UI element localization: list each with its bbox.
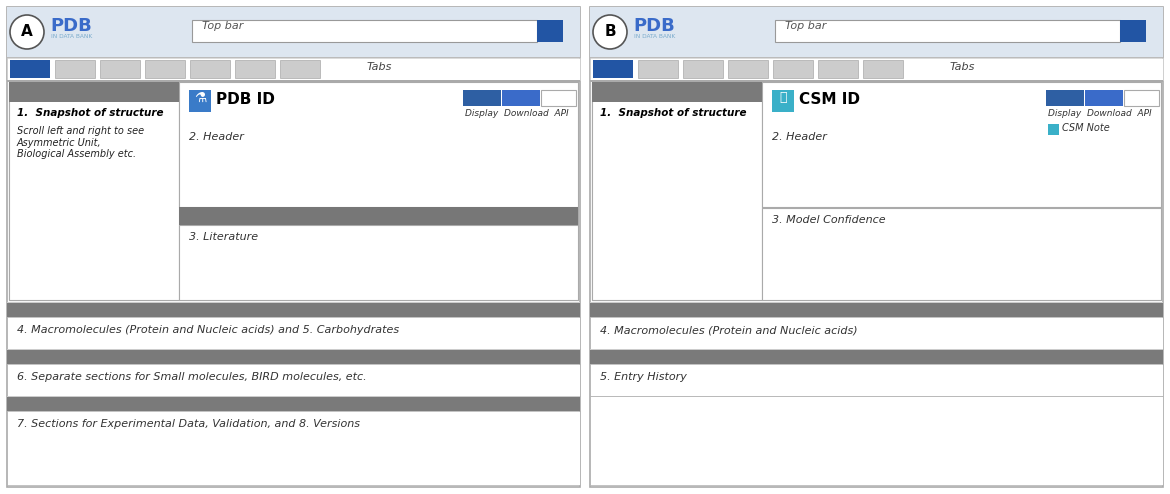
Text: 4. Macromolecules (Protein and Nucleic acids): 4. Macromolecules (Protein and Nucleic a… [600,325,858,335]
Bar [7,58,580,81]
Bar [9,82,179,102]
Bar [7,411,580,485]
Bar [7,349,580,350]
Text: 3. Model Confidence: 3. Model Confidence [772,215,886,225]
Bar [1120,20,1145,42]
Bar [775,20,1120,42]
Text: IN DATA BANK: IN DATA BANK [51,34,92,39]
Bar [590,303,1163,317]
Text: PDB ID: PDB ID [216,92,275,107]
Bar [541,90,576,106]
Bar [590,364,1163,396]
Bar [7,350,580,364]
Text: 7. Sections for Experimental Data, Validation, and 8. Versions: 7. Sections for Experimental Data, Valid… [18,419,360,429]
Text: 2. Header: 2. Header [772,132,827,142]
Bar [9,82,578,300]
Bar [7,317,580,349]
Bar [537,20,563,42]
Bar [863,60,903,79]
Bar [7,81,580,82]
Bar [590,7,1163,57]
Bar [1046,90,1083,106]
Text: IN DATA BANK: IN DATA BANK [634,34,675,39]
Text: Top bar: Top bar [202,21,243,31]
Bar [190,60,230,79]
Bar [593,60,633,79]
Text: Top bar: Top bar [785,21,826,31]
Bar [683,60,723,79]
Bar [728,60,768,79]
Circle shape [11,15,44,49]
Text: B: B [604,25,615,40]
Bar [1048,124,1059,135]
Text: PDB: PDB [633,17,675,35]
Text: ⌕: ⌕ [779,91,786,104]
Bar [192,20,537,42]
Text: 1.  Snapshot of structure: 1. Snapshot of structure [18,108,164,118]
Bar [592,82,762,102]
Text: Display  Download  API: Display Download API [464,109,569,118]
Bar [280,60,321,79]
Text: A: A [21,25,33,40]
Bar [762,208,1161,300]
Text: 5. Entry History: 5. Entry History [600,372,687,382]
Bar [179,82,578,207]
Bar [179,207,578,225]
Bar [9,82,179,300]
Bar [7,7,580,487]
Bar [590,350,1163,364]
Text: 4. Macromolecules (Protein and Nucleic acids) and 5. Carbohydrates: 4. Macromolecules (Protein and Nucleic a… [18,325,399,335]
Bar [590,317,1163,349]
Bar [590,396,1163,485]
Circle shape [593,15,627,49]
Bar [179,225,578,300]
Bar [592,82,1161,300]
Text: PDB: PDB [50,17,91,35]
Text: Scroll left and right to see
Asymmetric Unit,
Biological Assembly etc.: Scroll left and right to see Asymmetric … [18,126,144,159]
Bar [7,396,580,397]
Bar [592,82,762,300]
Text: Tabs: Tabs [366,63,392,73]
Text: ⚗: ⚗ [194,91,206,105]
Text: CSM Note: CSM Note [1062,123,1110,133]
Text: 2. Header: 2. Header [190,132,243,142]
Bar [11,60,50,79]
Text: 1.  Snapshot of structure: 1. Snapshot of structure [600,108,746,118]
Bar [7,57,580,58]
Text: Tabs: Tabs [950,63,975,73]
Bar [590,57,1163,58]
Bar [590,302,1163,303]
Bar [762,82,1161,207]
Bar [638,60,677,79]
Bar [590,58,1163,81]
Bar [590,349,1163,350]
Bar [463,90,501,106]
Text: Display  Download  API: Display Download API [1048,109,1151,118]
Text: 3. Literature: 3. Literature [190,232,259,242]
Bar [818,60,858,79]
Bar [590,81,1163,82]
Bar [1085,90,1123,106]
Text: CSM ID: CSM ID [799,92,860,107]
Bar [502,90,541,106]
Bar [7,7,580,57]
Bar [7,302,580,303]
Bar [7,303,580,317]
Bar [235,60,275,79]
Bar [7,397,580,411]
Bar [590,7,1163,487]
Bar [772,90,794,112]
Text: 6. Separate sections for Small molecules, BIRD molecules, etc.: 6. Separate sections for Small molecules… [18,372,366,382]
Bar [99,60,140,79]
Bar [55,60,95,79]
Bar [7,364,580,396]
Bar [773,60,813,79]
Bar [145,60,185,79]
Bar [762,207,1161,208]
Bar [1124,90,1159,106]
Bar [190,90,211,112]
